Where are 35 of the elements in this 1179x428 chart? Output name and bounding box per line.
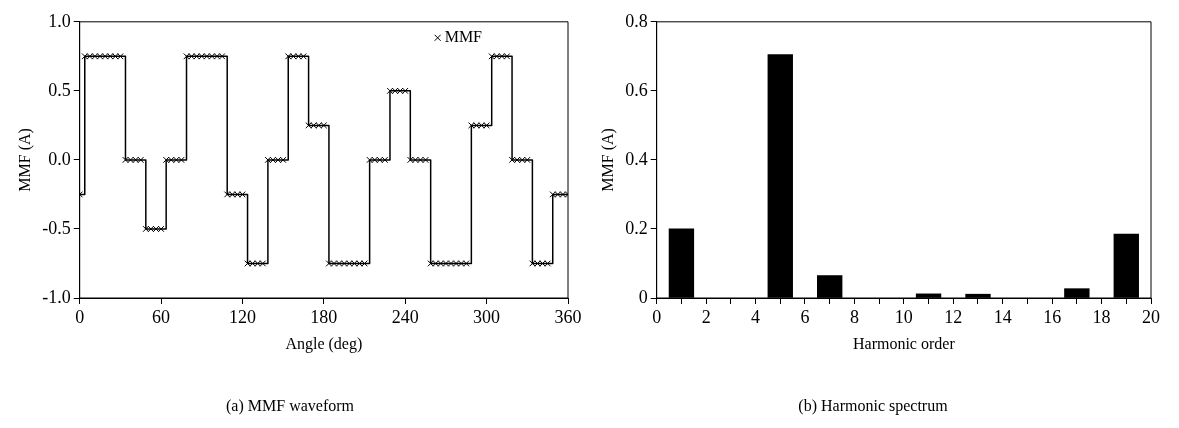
y-tick-label: 0.6 — [625, 79, 648, 100]
y-tick-label: 1.0 — [48, 10, 71, 31]
y-tick-label: 0 — [638, 286, 648, 307]
y-tick-label: -1.0 — [42, 286, 71, 307]
x-tick-label: 2 — [701, 306, 711, 327]
y-tick-label: -0.5 — [42, 217, 71, 238]
x-tick-label: 12 — [944, 306, 963, 327]
text: (b) Harmonic spectrum — [798, 396, 949, 415]
y-tick-label: 0.8 — [625, 10, 648, 31]
x-tick-label: 4 — [751, 306, 761, 327]
legend-label: MMF — [444, 28, 483, 45]
x-tick-label: 240 — [391, 306, 419, 327]
x-tick-label: 16 — [1043, 306, 1062, 327]
y-tick-label: 0.5 — [48, 79, 71, 100]
x-tick-label: 18 — [1092, 306, 1111, 327]
x-tick-label: 60 — [152, 306, 171, 327]
x-tick-label: 14 — [993, 306, 1012, 327]
y-tick-label: 0.0 — [48, 148, 71, 169]
x-axis-title: Harmonic order — [852, 335, 956, 353]
y-axis-title: MMF (A) — [598, 128, 617, 192]
x-tick-label: 0 — [652, 306, 662, 327]
x-tick-label: 10 — [894, 306, 913, 327]
x-tick-label: 120 — [228, 306, 256, 327]
x-tick-label: 0 — [75, 306, 85, 327]
x-tick-label: 180 — [310, 306, 338, 327]
x-tick-label: 300 — [473, 306, 501, 327]
x-tick-label: 6 — [800, 306, 810, 327]
y-tick-label: 0.4 — [625, 148, 648, 169]
text: (a) MMF waveform — [226, 396, 355, 415]
x-axis-title: Angle (deg) — [285, 335, 363, 354]
y-axis-title: MMF (A) — [15, 128, 34, 192]
x-tick-label: 360 — [554, 306, 582, 327]
x-tick-label: 8 — [849, 306, 859, 327]
y-tick-label: 0.2 — [625, 217, 648, 238]
x-tick-label: 20 — [1142, 306, 1160, 327]
